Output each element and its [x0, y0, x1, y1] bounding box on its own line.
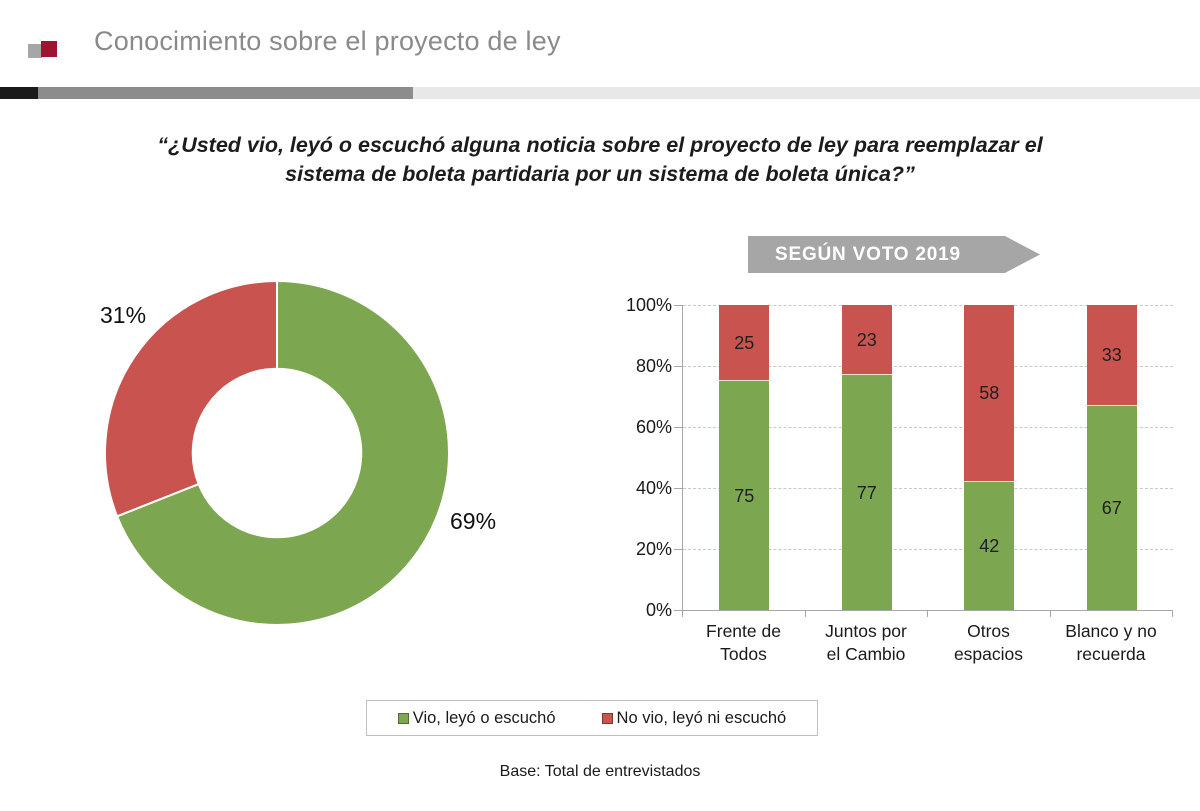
legend-swatch-icon [397, 712, 409, 724]
bar-segment-vio [719, 381, 770, 610]
legend-swatch-icon [601, 712, 613, 724]
x-axis-tick-mark [1172, 611, 1173, 617]
y-axis-tick-mark [674, 366, 682, 367]
logo-red-square-icon [41, 41, 57, 57]
stacked-bar-4: 67 33 [1086, 305, 1137, 610]
donut-slice [104, 279, 278, 518]
stacked-bar-chart-plot-area: 75 25 77 23 42 58 67 33 [682, 305, 1173, 611]
legend-entry: Vio, leyó o escuchó [397, 708, 556, 728]
stacked-bar-3: 42 58 [964, 305, 1015, 610]
bar-value-label-no-vio: 33 [1101, 345, 1122, 366]
y-axis-tick-label: 60% [635, 417, 672, 437]
bar-chart-category-labels: Frente de Todos Juntos por el Cambio Otros… [682, 620, 1172, 676]
divider-segment-black [0, 87, 38, 99]
bar-segment-no-vio [841, 305, 892, 376]
gridline [683, 366, 1173, 367]
donut-slice [115, 279, 450, 626]
category-label: Blanco y no recuerda [1065, 621, 1157, 665]
legend-label: No vio, leyó ni escuchó [616, 708, 787, 727]
gridline [683, 488, 1173, 489]
stacked-bar-1: 75 25 [719, 305, 770, 610]
x-axis-tick-mark [804, 611, 806, 617]
chart-legend: Vio, leyó o escuchó No vio, leyó ni escuc… [366, 700, 818, 736]
page-title: Conocimiento sobre el proyecto de ley [94, 26, 561, 56]
stacked-bar-2: 77 23 [841, 305, 892, 610]
donut-value-label-no-vio: 31% [100, 302, 147, 328]
bar-value-label-vio: 42 [979, 535, 1000, 556]
donut-chart [104, 279, 450, 626]
bar-value-label-vio: 75 [734, 485, 755, 506]
gridline [683, 305, 1173, 306]
survey-question: “¿Usted vio, leyó o escuchó alguna notic… [157, 133, 1043, 187]
y-axis-tick-mark [674, 488, 682, 489]
x-axis-tick-mark [682, 611, 683, 617]
bar-segment-vio [841, 375, 892, 610]
bar-segment-vio [1086, 405, 1137, 610]
bar-value-label-vio: 77 [856, 482, 877, 503]
bar-segment-no-vio [964, 305, 1015, 482]
bar-value-label-no-vio: 58 [979, 383, 1000, 404]
y-axis-tick-label: 40% [635, 478, 672, 498]
bar-value-label-vio: 67 [1101, 497, 1122, 518]
gridline [683, 427, 1173, 428]
category-label: Frente de Todos [706, 621, 781, 665]
y-axis-tick-label: 80% [635, 356, 672, 376]
y-axis-tick-mark [674, 549, 682, 550]
y-axis-tick-label: 20% [635, 539, 672, 559]
bar-segment-no-vio [1086, 305, 1137, 406]
donut-value-label-vio: 69% [450, 508, 497, 534]
y-axis-tick-label: 100% [625, 295, 672, 315]
logo-gray-square-icon [28, 44, 42, 58]
category-label: Otros espacios [953, 621, 1024, 665]
bar-segment-vio [964, 481, 1015, 610]
bar-value-label-no-vio: 23 [856, 330, 877, 351]
divider-segment-light [413, 87, 1200, 99]
divider-segment-gray [38, 87, 413, 99]
y-axis-tick-mark [674, 305, 682, 306]
category-label: Juntos por el Cambio [825, 621, 907, 665]
y-axis-tick-mark [674, 610, 682, 611]
legend-entry: No vio, leyó ni escuchó [601, 708, 787, 728]
segun-voto-2019-banner: SEGÚN VOTO 2019 [748, 236, 1040, 273]
base-note: Base: Total de entrevistados [499, 763, 701, 780]
x-axis-tick-mark [1049, 611, 1051, 617]
y-axis-tick-mark [674, 427, 682, 428]
bar-segment-no-vio [719, 305, 770, 382]
banner-label: SEGÚN VOTO 2019 [775, 244, 961, 265]
legend-label: Vio, leyó o escuchó [412, 708, 556, 727]
y-axis-tick-label: 0% [645, 600, 672, 620]
x-axis-tick-mark [927, 611, 928, 617]
gridline [683, 549, 1173, 550]
bar-value-label-no-vio: 25 [734, 333, 755, 354]
